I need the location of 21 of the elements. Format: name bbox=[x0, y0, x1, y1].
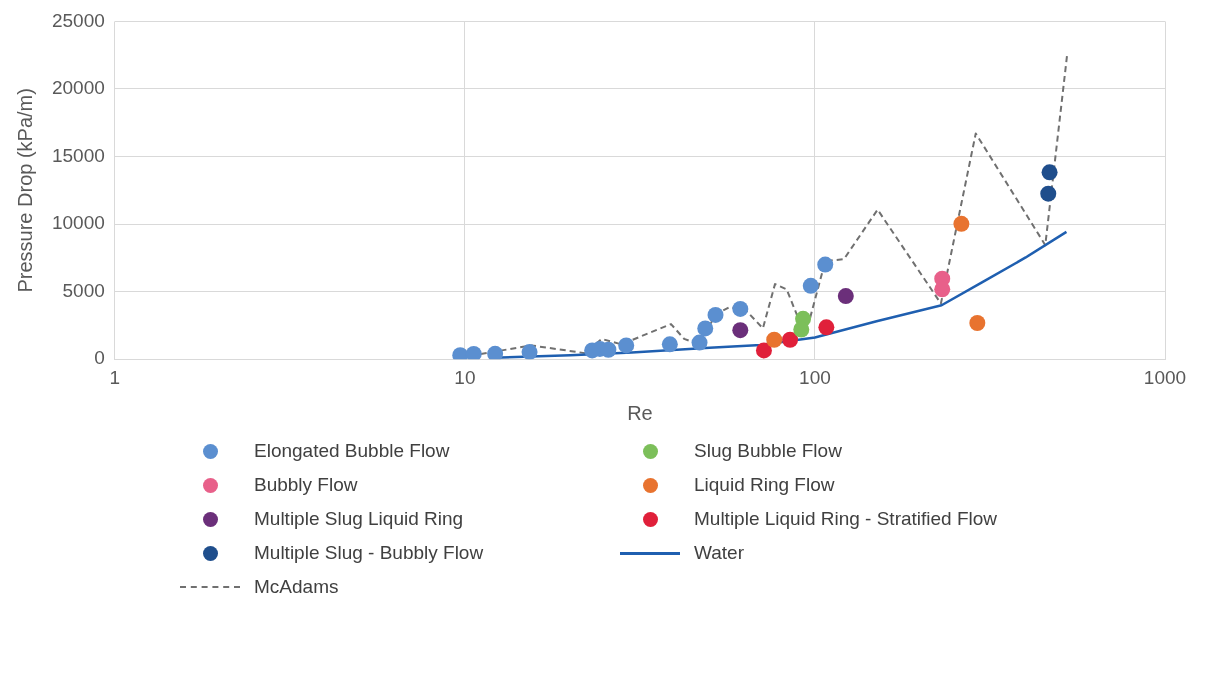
legend-label: Slug Bubble Flow bbox=[694, 440, 842, 462]
x-tick-label: 10 bbox=[454, 366, 476, 388]
x-tick-label: 1 bbox=[109, 366, 121, 388]
x-tick-label: 1000 bbox=[1143, 366, 1187, 388]
y-tick-label: 25000 bbox=[51, 9, 105, 31]
legend-label: Elongated Bubble Flow bbox=[254, 440, 450, 462]
y-tick-label: 10000 bbox=[51, 212, 105, 234]
y-tick-label: 5000 bbox=[62, 279, 105, 301]
y-tick-label: 0 bbox=[94, 347, 105, 369]
y-tick-label: 20000 bbox=[51, 77, 105, 99]
legend-label: McAdams bbox=[254, 576, 339, 598]
legend-label: Water bbox=[694, 542, 744, 564]
x-axis-title: Re bbox=[627, 401, 653, 424]
legend-label: Bubbly Flow bbox=[254, 474, 358, 496]
legend-label: Liquid Ring Flow bbox=[694, 474, 835, 496]
legend-label: Multiple Slug - Bubbly Flow bbox=[254, 542, 484, 564]
legend-label: Multiple Slug Liquid Ring bbox=[254, 508, 464, 530]
x-tick-label: 100 bbox=[799, 366, 831, 388]
y-tick-label: 15000 bbox=[51, 144, 105, 166]
legend-label: Multiple Liquid Ring - Stratified Flow bbox=[694, 508, 998, 530]
y-axis-title: Pressure Drop (kPa/m) bbox=[13, 88, 36, 293]
